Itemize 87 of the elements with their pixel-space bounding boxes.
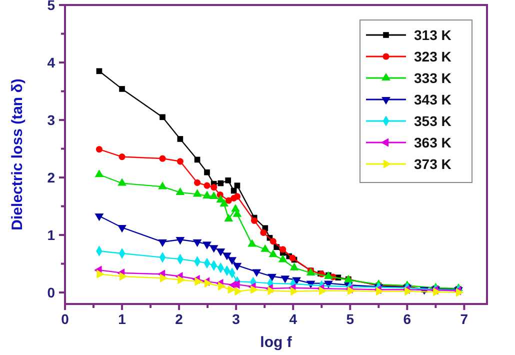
point (119, 272, 128, 281)
point (176, 187, 185, 196)
legend-label: 333 K (414, 70, 452, 86)
y-tick-label: 0 (47, 284, 56, 300)
point (158, 239, 167, 248)
point (94, 170, 104, 178)
y-axis-title: Dielectric loss (tan δ) (9, 78, 26, 230)
point (260, 244, 270, 252)
point (251, 217, 258, 224)
point (234, 193, 241, 200)
point (224, 214, 234, 222)
point (228, 257, 237, 265)
point (160, 274, 168, 283)
point (158, 182, 167, 190)
legend-label: 313 K (414, 27, 452, 43)
legend-label: 353 K (414, 113, 452, 129)
y-tick-label: 3 (47, 112, 56, 128)
point (252, 269, 262, 277)
point (209, 191, 218, 200)
point (96, 146, 103, 153)
x-tick-label: 4 (289, 311, 298, 327)
point (94, 213, 104, 222)
point (234, 286, 242, 296)
point (376, 286, 384, 296)
point (232, 262, 242, 271)
point (209, 245, 218, 253)
point (178, 275, 186, 284)
y-tick-label: 4 (47, 54, 56, 70)
point (194, 277, 202, 286)
point (250, 285, 258, 294)
point (248, 239, 256, 247)
point (160, 114, 166, 120)
point (290, 262, 299, 270)
x-tick-label: 2 (175, 311, 184, 327)
point (177, 136, 184, 142)
y-tick-label: 2 (47, 170, 56, 186)
x-tick-label: 7 (460, 311, 468, 327)
point (96, 270, 104, 279)
point (222, 252, 232, 260)
point (404, 286, 412, 296)
point (202, 190, 212, 198)
point (225, 177, 232, 184)
point (118, 178, 126, 186)
x-tick-label: 1 (118, 311, 126, 327)
point (225, 197, 232, 204)
legend-label: 343 K (414, 92, 452, 108)
point (218, 282, 226, 291)
legend-label: 363 K (414, 134, 452, 150)
point (204, 278, 212, 288)
point (234, 182, 240, 188)
x-tick-label: 5 (346, 311, 354, 327)
y-tick-label: 5 (47, 0, 56, 13)
point (96, 68, 102, 74)
point (220, 198, 229, 207)
legend-label: 323 K (414, 48, 452, 64)
point (210, 184, 218, 191)
x-tick-label: 6 (403, 311, 412, 327)
point (194, 179, 201, 186)
y-tick-label: 1 (47, 227, 56, 243)
point (192, 239, 202, 248)
x-tick-label: 0 (61, 311, 70, 327)
point (192, 189, 202, 197)
x-tick-label: 3 (232, 311, 240, 327)
point (290, 286, 298, 296)
point (268, 249, 278, 258)
point (268, 286, 276, 296)
point (268, 274, 276, 282)
point (159, 155, 166, 162)
point (118, 224, 126, 233)
point (119, 86, 125, 92)
point (202, 242, 212, 250)
point (228, 285, 236, 294)
point (319, 286, 327, 296)
point (280, 276, 290, 284)
point (204, 169, 210, 176)
point (260, 229, 267, 236)
point (118, 154, 126, 160)
point (278, 254, 288, 262)
point (280, 246, 286, 253)
point (176, 237, 185, 245)
legend-label: 373 K (414, 156, 452, 172)
point (216, 248, 226, 256)
x-axis-title: log f (260, 334, 293, 351)
point (204, 182, 210, 189)
point (176, 158, 184, 165)
point (270, 238, 276, 245)
point (348, 286, 356, 296)
